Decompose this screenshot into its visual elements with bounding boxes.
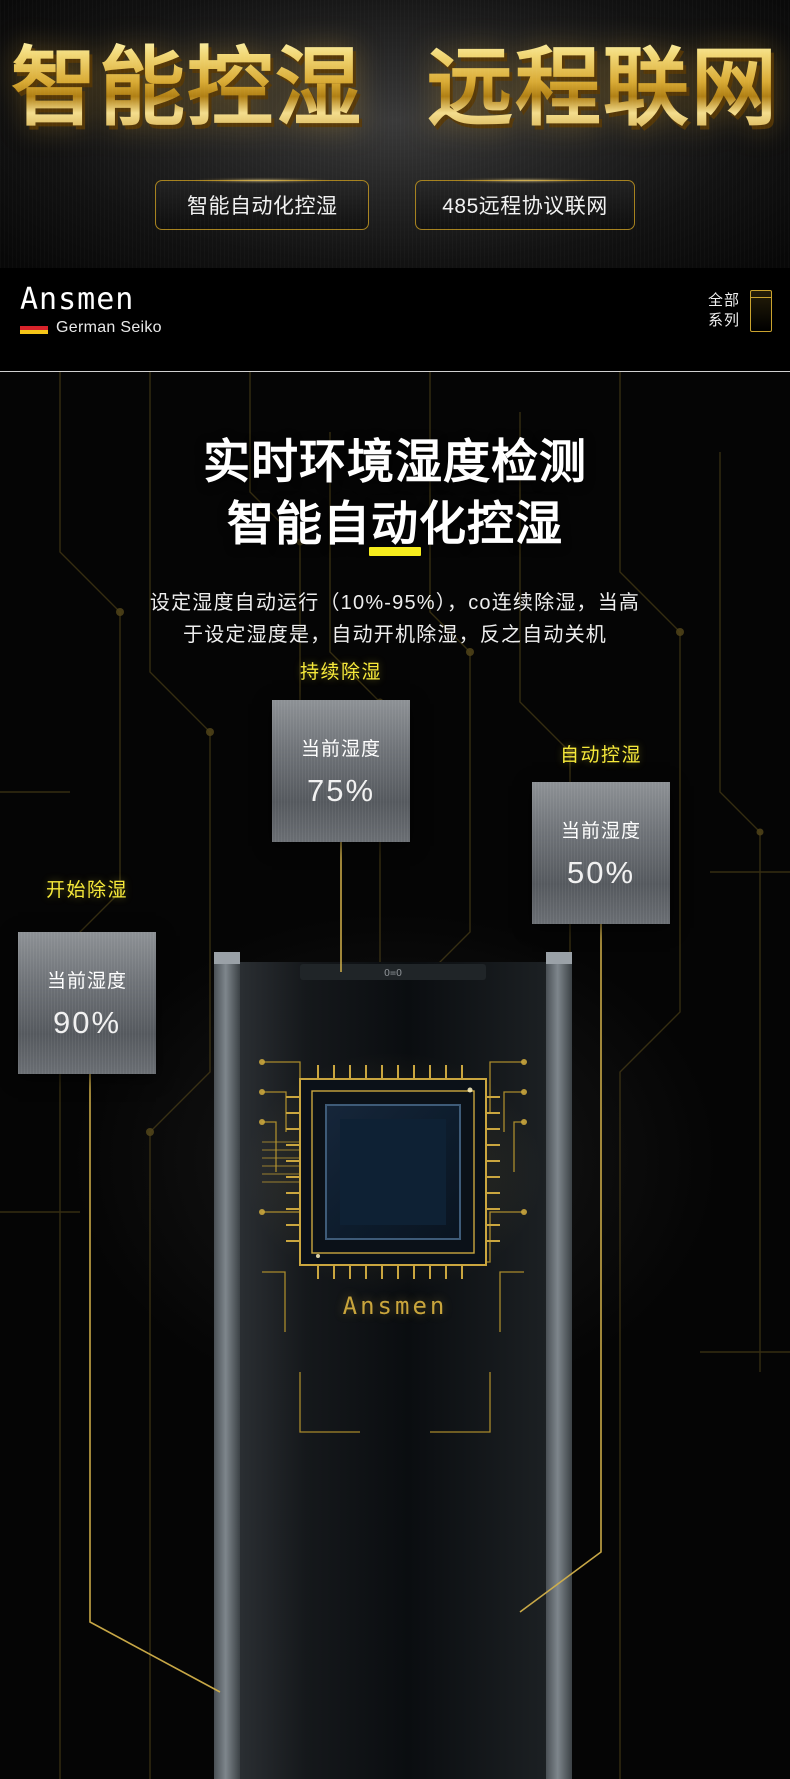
brand-bar: Ansmen German Seiko 全部 系列: [0, 268, 790, 372]
brand-logo-wordmark: Ansmen: [20, 282, 135, 317]
card-tag-auto-humidity-control: 自动控湿: [560, 745, 643, 766]
humidity-card-caption: 当前湿度: [560, 820, 641, 842]
headline-line-1: 实时环境湿度检测: [203, 435, 587, 489]
description-line-2: 于设定湿度是，自动开机除湿，反之自动关机: [183, 624, 607, 646]
hero-title: 智能控湿 远程联网: [0, 36, 790, 140]
series-line-2: 系列: [707, 312, 740, 329]
card-tag-start-dehumidify: 开始除湿: [46, 880, 129, 901]
page-title: 实时环境湿度检测 智能自动化控湿: [0, 431, 790, 555]
series-text: 全部 系列: [708, 291, 740, 331]
svg-text:O=O: O=O: [384, 968, 402, 979]
humidity-card-caption: 当前湿度: [300, 738, 381, 760]
title-divider: [369, 547, 421, 556]
description-text: 设定湿度自动运行（10%-95%），co连续除湿，当高 于设定湿度是，自动开机除…: [40, 587, 750, 651]
humidity-card-50[interactable]: 当前湿度 50%: [532, 782, 670, 924]
series-box-icon: [750, 290, 772, 332]
humidity-card-value: 90%: [52, 1004, 122, 1040]
hero-pill-label: 485远程协议联网: [442, 195, 608, 218]
humidity-card-90[interactable]: 当前湿度 90%: [18, 932, 156, 1074]
brand-tagline: German Seiko: [56, 319, 162, 336]
main-section: 实时环境湿度检测 智能自动化控湿 设定湿度自动运行（10%-95%），co连续除…: [0, 372, 790, 1779]
humidity-card-75[interactable]: 当前湿度 75%: [272, 700, 410, 842]
humidity-card-value: 75%: [306, 772, 376, 808]
hero-pill-smart-humidity[interactable]: 智能自动化控湿: [155, 180, 370, 230]
description-line-1: 设定湿度自动运行（10%-95%），co连续除湿，当高: [149, 592, 641, 614]
card-tag-continuous-dehumidify: 持续除湿: [300, 662, 383, 683]
humidity-card-caption: 当前湿度: [46, 970, 127, 992]
hero-pill-485-network[interactable]: 485远程协议联网: [415, 180, 635, 230]
hero-pill-label: 智能自动化控湿: [186, 195, 338, 218]
brand-tagline-row: German Seiko: [20, 319, 162, 337]
brand-logo: Ansmen German Seiko: [20, 284, 162, 337]
german-flag-icon: [20, 322, 48, 334]
hero-pill-row: 智能自动化控湿 485远程协议联网: [0, 180, 790, 230]
hero-banner: 智能控湿 远程联网 智能自动化控湿 485远程协议联网: [0, 0, 790, 268]
series-indicator: 全部 系列: [708, 290, 772, 332]
headline-line-2: 智能自动化控湿: [227, 497, 563, 551]
series-line-1: 全部: [707, 292, 740, 309]
humidity-card-value: 50%: [566, 854, 636, 890]
device-brand-wordmark: Ansmen: [342, 1292, 448, 1320]
dehumidifier-device-illustration: O=O: [89, 842, 602, 1779]
